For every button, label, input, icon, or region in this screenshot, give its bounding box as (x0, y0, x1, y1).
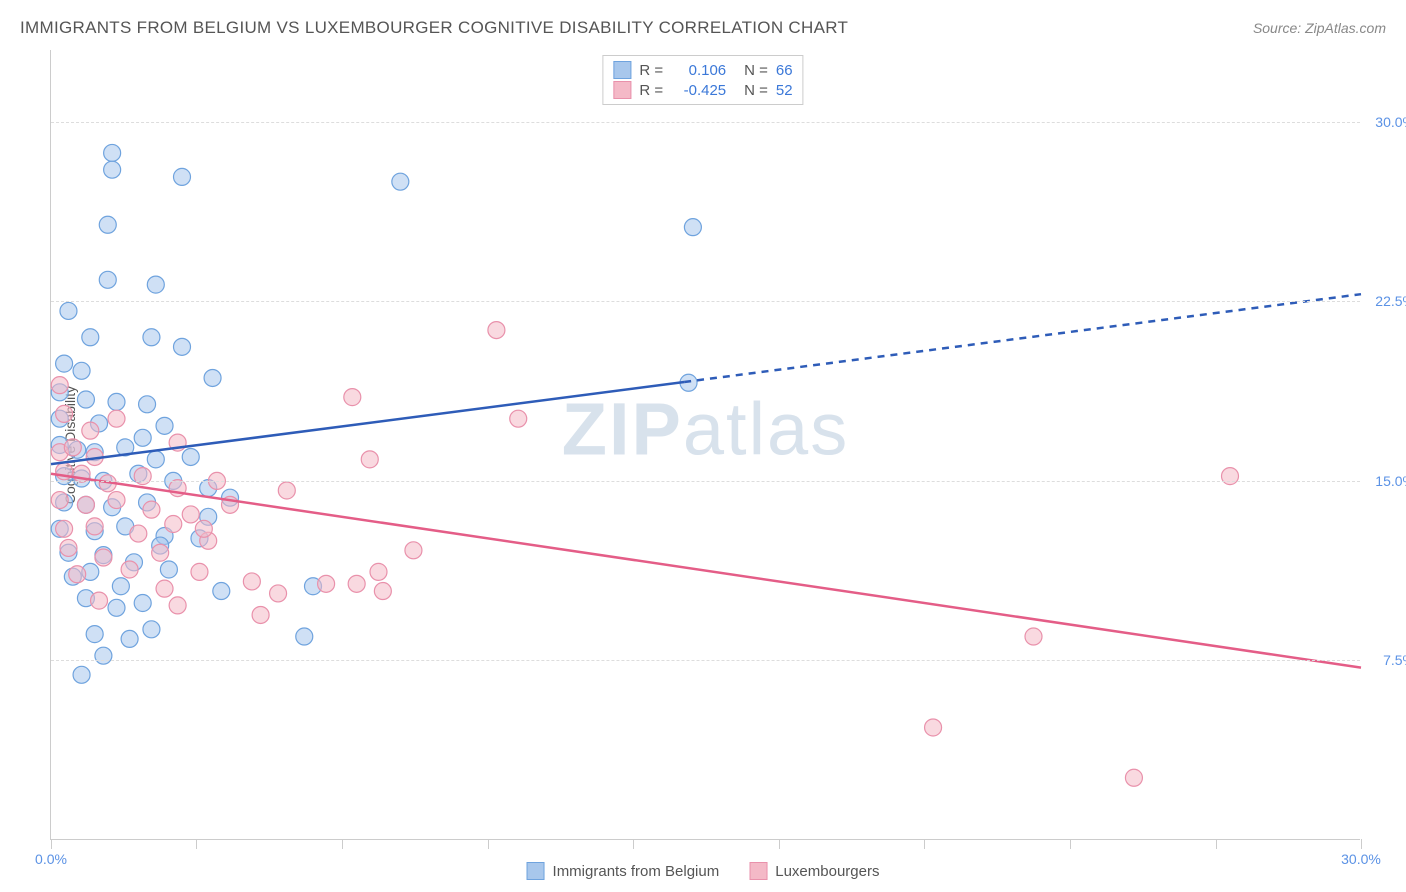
source-attribution: Source: ZipAtlas.com (1253, 20, 1386, 36)
scatter-svg (51, 50, 1360, 839)
y-tick-label: 30.0% (1365, 114, 1406, 130)
legend-stats: R = 0.106 N = 66 R = -0.425 N = 52 (602, 55, 803, 105)
legend-stat-row: R = -0.425 N = 52 (613, 80, 792, 100)
x-tick-label: 30.0% (1341, 851, 1381, 867)
chart-title: IMMIGRANTS FROM BELGIUM VS LUXEMBOURGER … (20, 18, 848, 38)
y-tick-label: 22.5% (1365, 293, 1406, 309)
legend-series-item: Luxembourgers (749, 862, 879, 880)
y-tick-label: 15.0% (1365, 473, 1406, 489)
x-tick-label: 0.0% (35, 851, 67, 867)
legend-swatch (613, 81, 631, 99)
legend-swatch (749, 862, 767, 880)
legend-stat-row: R = 0.106 N = 66 (613, 60, 792, 80)
legend-swatch (527, 862, 545, 880)
legend-series-item: Immigrants from Belgium (527, 862, 720, 880)
legend-series: Immigrants from Belgium Luxembourgers (527, 862, 880, 880)
y-tick-label: 7.5% (1365, 652, 1406, 668)
chart-plot-area: Cognitive Disability ZIPatlas 7.5%15.0%2… (50, 50, 1360, 840)
legend-swatch (613, 61, 631, 79)
